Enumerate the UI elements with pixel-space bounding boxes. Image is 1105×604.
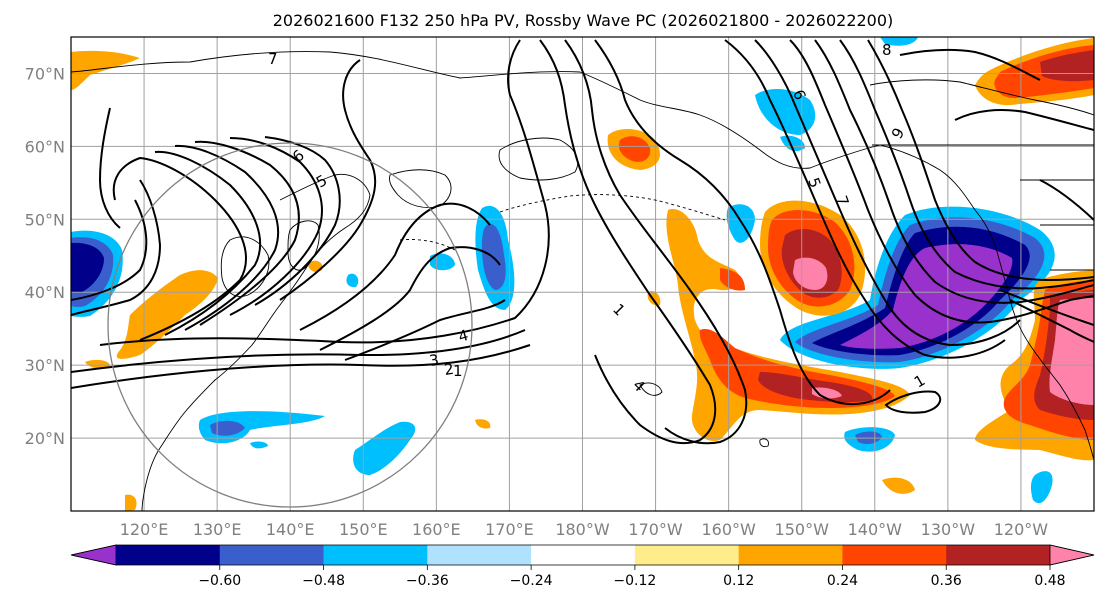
contour-label: 2 <box>443 360 455 379</box>
reference-circle <box>107 142 473 508</box>
longitude-tick-label: 180°W <box>555 520 610 539</box>
contour-label: 7 <box>268 50 278 68</box>
latitude-tick-label: 20°N <box>25 429 65 448</box>
coastlines <box>71 51 1094 511</box>
colorbar-extend-high <box>1049 544 1095 566</box>
contour-label: 1 <box>453 362 463 380</box>
contour-label: 3 <box>428 351 440 370</box>
longitude-labels: 120°E 130°E 140°E 150°E 160°E 170°E 180°W 170°W… <box>120 520 1049 539</box>
longitude-tick-label: 140°E <box>266 520 315 539</box>
colorbar-tick-label: −0.36 <box>406 573 449 589</box>
colorbar-tick-label: 0.36 <box>931 573 962 589</box>
longitude-tick-label: 170°W <box>628 520 683 539</box>
colorbar-segment <box>219 545 325 565</box>
colorbar-tick-label: 0.24 <box>827 573 858 589</box>
colorbar-tick-label: 0.12 <box>723 573 754 589</box>
longitude-tick-label: 150°W <box>775 520 830 539</box>
pv-contours <box>71 39 1094 445</box>
map-frame <box>70 36 1095 512</box>
longitude-tick-label: 120°E <box>120 520 169 539</box>
chart-title: 2026021600 F132 250 hPa PV, Rossby Wave … <box>273 11 894 30</box>
positive-anomaly-north <box>71 38 1094 170</box>
colorbar-segment <box>738 545 843 565</box>
colorbar-outline <box>70 544 1095 566</box>
colorbar-tick-label: −0.12 <box>613 573 656 589</box>
negative-anomaly-east-pacific <box>780 206 1055 369</box>
contour-label: 4 <box>456 326 470 346</box>
negative-anomaly-central-pacific <box>346 205 515 310</box>
latitude-tick-label: 60°N <box>25 137 65 156</box>
contour-label: 8 <box>882 41 892 59</box>
colorbar-segment <box>946 545 1051 565</box>
longitude-tick-label: 150°E <box>339 520 388 539</box>
colorbar-tick-label: 0.48 <box>1034 573 1065 589</box>
colorbar-tick-label: −0.48 <box>302 573 345 589</box>
longitude-tick-label: 130°W <box>921 520 976 539</box>
colorbar: −0.60 −0.48 −0.36 −0.24 −0.12 0.12 0.24 0.36 0.4… <box>70 544 1095 589</box>
negative-anomaly-subtropics <box>198 411 1053 504</box>
latitude-tick-label: 70°N <box>25 64 65 83</box>
colorbar-segment <box>842 545 947 565</box>
colorbar-extend-low <box>70 544 117 566</box>
colorbar-segment <box>427 545 532 565</box>
longitude-tick-label: 140°W <box>848 520 903 539</box>
latitude-tick-label: 30°N <box>25 356 65 375</box>
colorbar-segment <box>531 545 636 565</box>
latitude-tick-label: 40°N <box>25 283 65 302</box>
colorbar-segment <box>323 545 428 565</box>
colorbar-tick-label: −0.60 <box>198 573 241 589</box>
colorbar-segment <box>116 545 221 565</box>
longitude-tick-label: 160°E <box>412 520 461 539</box>
longitude-tick-label: 130°E <box>193 520 242 539</box>
latitude-labels: 70°N 60°N 50°N 40°N 30°N 20°N <box>25 64 65 448</box>
positive-anomaly-central-north-pacific <box>760 200 866 316</box>
map-panel: 1 2 3 4 4 5 6 7 8 9 1 1 5 6 7 <box>71 37 1094 511</box>
latitude-tick-label: 50°N <box>25 210 65 229</box>
longitude-tick-label: 120°W <box>994 520 1049 539</box>
longitude-tick-label: 160°W <box>701 520 756 539</box>
longitude-tick-label: 170°E <box>485 520 534 539</box>
colorbar-segment <box>634 545 740 565</box>
colorbar-tick-label: −0.24 <box>510 573 553 589</box>
